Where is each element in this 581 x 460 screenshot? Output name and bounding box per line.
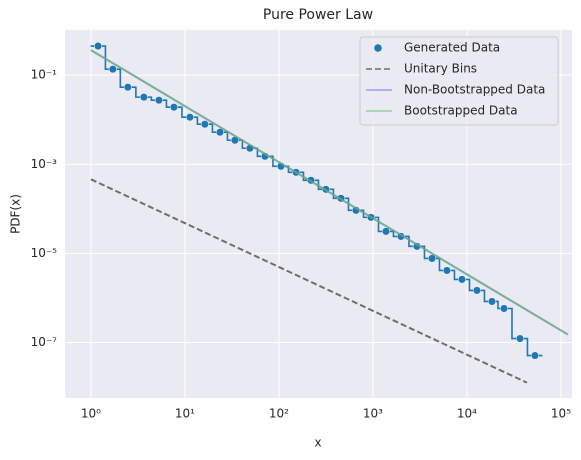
scatter-point [457,275,467,284]
x-tick-label: 10¹ [175,407,195,421]
scatter-point [154,96,163,105]
scatter-point [123,83,132,92]
legend-label: Generated Data [404,41,500,55]
scatter-point [185,113,194,122]
scatter-point [381,227,391,236]
scatter-point [442,266,451,275]
scatter-point [472,286,481,295]
x-tick-label: 10⁵ [551,407,571,421]
y-tick-label: 10⁻¹ [31,68,58,82]
x-tick-label: 10⁴ [457,407,477,421]
scatter-point [93,42,103,51]
x-tick-label: 10⁰ [81,407,101,421]
x-tick-label: 10² [269,407,289,421]
legend-label: Unitary Bins [404,62,477,76]
line [90,49,569,336]
legend-box [359,36,559,126]
scatter-point [499,304,509,313]
scatter-point [108,65,117,74]
scatter-point [515,334,525,343]
scatter-point [200,120,209,129]
scatter-point [530,351,539,360]
line [90,178,528,384]
y-tick-label: 10⁻⁷ [31,335,58,349]
scatter-point [215,128,225,137]
scatter-point [139,93,148,102]
y-axis-label: PDF(x) [9,194,23,234]
chart-title: Pure Power Law [263,7,373,23]
y-tick-label: 10⁻³ [31,157,58,171]
legend-label: Bootstrapped Data [404,104,518,118]
legend-label: Non-Bootstrapped Data [404,83,545,97]
scatter-point [169,103,178,112]
y-tick-label: 10⁻⁵ [31,246,58,260]
x-tick-label: 10³ [363,407,383,421]
x-axis-label: x [314,436,321,450]
legend-marker [374,44,382,52]
scatter-point [487,297,497,306]
plot-layer [90,42,569,384]
